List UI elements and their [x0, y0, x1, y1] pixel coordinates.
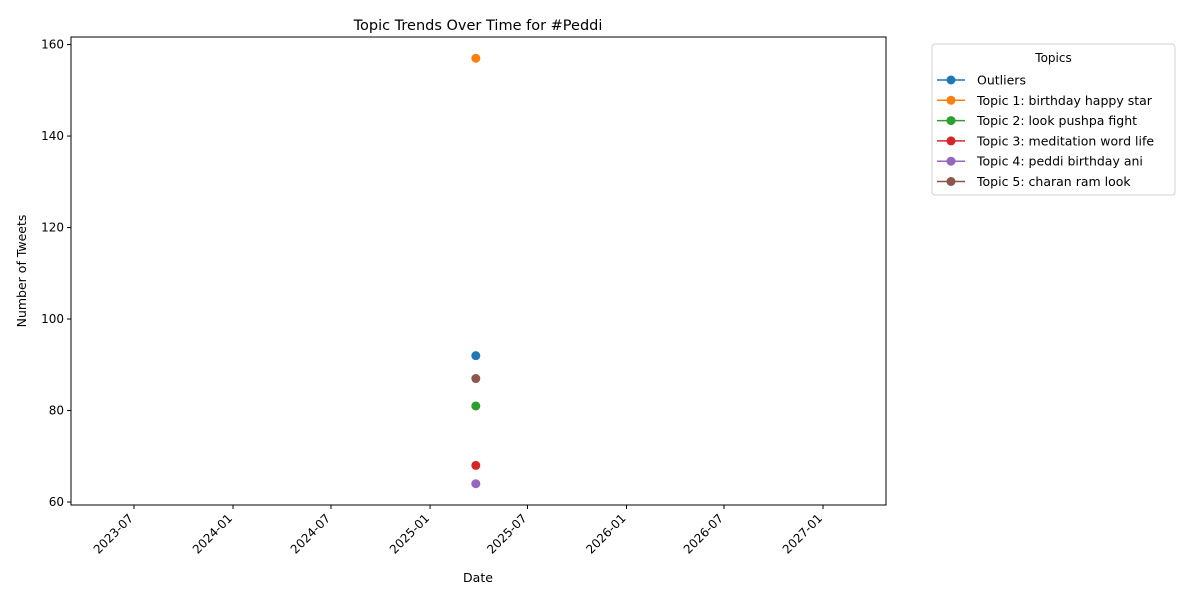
legend-label: Outliers: [977, 73, 1026, 88]
data-point: [471, 374, 481, 384]
legend-marker: [946, 177, 956, 186]
y-tick-label: 120: [41, 221, 64, 235]
legend-label: Topic 2: look pushpa fight: [976, 113, 1137, 128]
legend-label: Topic 4: peddi birthday ani: [976, 154, 1143, 169]
legend-marker: [946, 75, 956, 85]
series: [471, 460, 481, 470]
y-axis-label: Number of Tweets: [14, 215, 29, 328]
chart-title: Topic Trends Over Time for #Peddi: [353, 18, 603, 34]
plot-frame: [70, 36, 887, 506]
data-point: [471, 53, 481, 63]
series-layer: [471, 53, 481, 489]
legend-items: Outliers Topic 1: birthday happy star Topi…: [937, 73, 1154, 189]
data-point: [471, 479, 481, 489]
legend-label: Topic 1: birthday happy star: [976, 93, 1153, 108]
legend-marker: [946, 116, 956, 126]
legend-label: Topic 3: meditation word life: [976, 133, 1154, 148]
series: [471, 374, 481, 384]
legend-item: Topic 4: peddi birthday ani: [937, 154, 1143, 169]
legend-box: [931, 43, 1176, 196]
y-tick-label: 100: [41, 312, 64, 326]
legend-marker: [946, 156, 956, 166]
series: [471, 351, 481, 361]
y-axis-ticks: 60 80 100 120 140 160: [41, 38, 71, 509]
legend-label: Topic 5: charan ram look: [976, 174, 1131, 189]
legend-item: Topic 5: charan ram look: [937, 174, 1131, 189]
series: [471, 53, 481, 63]
y-tick-label: 160: [41, 38, 64, 52]
legend: Topics Outliers Topic 1: birthday happy s…: [931, 43, 1176, 196]
y-tick-label: 140: [41, 129, 64, 143]
legend-item: Topic 2: look pushpa fight: [937, 113, 1137, 128]
y-tick-label: 60: [49, 495, 64, 509]
data-point: [471, 460, 481, 470]
data-point: [471, 401, 481, 411]
data-point: [471, 351, 481, 361]
legend-item: Topic 3: meditation word life: [937, 133, 1154, 148]
legend-marker: [946, 95, 956, 105]
legend-item: Topic 1: birthday happy star: [937, 93, 1153, 108]
legend-item: Outliers: [937, 73, 1026, 88]
series: [471, 401, 481, 411]
legend-title: Topics: [1034, 51, 1071, 65]
y-tick-label: 80: [49, 404, 64, 418]
legend-marker: [946, 136, 956, 146]
series: [471, 479, 481, 489]
x-axis-label: Date: [463, 570, 493, 585]
